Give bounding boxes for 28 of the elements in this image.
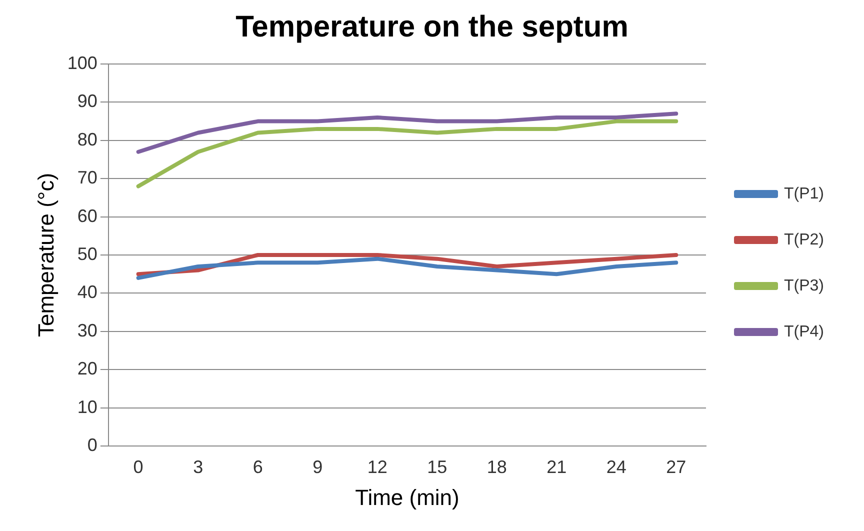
x-tick-label: 0 xyxy=(133,456,144,477)
x-tick-label: 15 xyxy=(427,456,448,477)
y-tick-label: 90 xyxy=(77,91,98,112)
y-tick-label: 70 xyxy=(77,168,98,188)
x-tick-label: 24 xyxy=(606,456,626,477)
y-tick-label: 0 xyxy=(87,434,98,455)
x-tick-label: 18 xyxy=(486,456,507,477)
y-tick-label: 20 xyxy=(77,358,98,379)
y-tick-label: 100 xyxy=(67,52,98,73)
x-tick-label: 21 xyxy=(546,456,567,477)
y-tick-label: 10 xyxy=(77,396,98,417)
legend-label: T(P1) xyxy=(784,185,824,202)
y-tick-label: 80 xyxy=(77,129,98,150)
legend-label: T(P4) xyxy=(784,323,824,340)
y-tick-label: 60 xyxy=(77,206,98,226)
x-tick-label: 9 xyxy=(312,456,323,477)
x-tick-label: 12 xyxy=(367,456,388,477)
y-axis-title: Temperature (°c) xyxy=(33,172,58,338)
y-tick-label: 50 xyxy=(77,244,98,264)
chart-title: Temperature on the septum xyxy=(236,10,628,44)
y-tick-label: 40 xyxy=(77,282,98,302)
x-tick-label: 27 xyxy=(666,456,686,477)
x-tick-label: 6 xyxy=(252,456,263,477)
y-tick-label: 30 xyxy=(77,320,98,340)
legend-label: T(P2) xyxy=(784,231,824,248)
x-axis-title: Time (min) xyxy=(355,484,460,510)
legend-label: T(P3) xyxy=(784,277,824,294)
x-tick-label: 3 xyxy=(193,456,204,477)
